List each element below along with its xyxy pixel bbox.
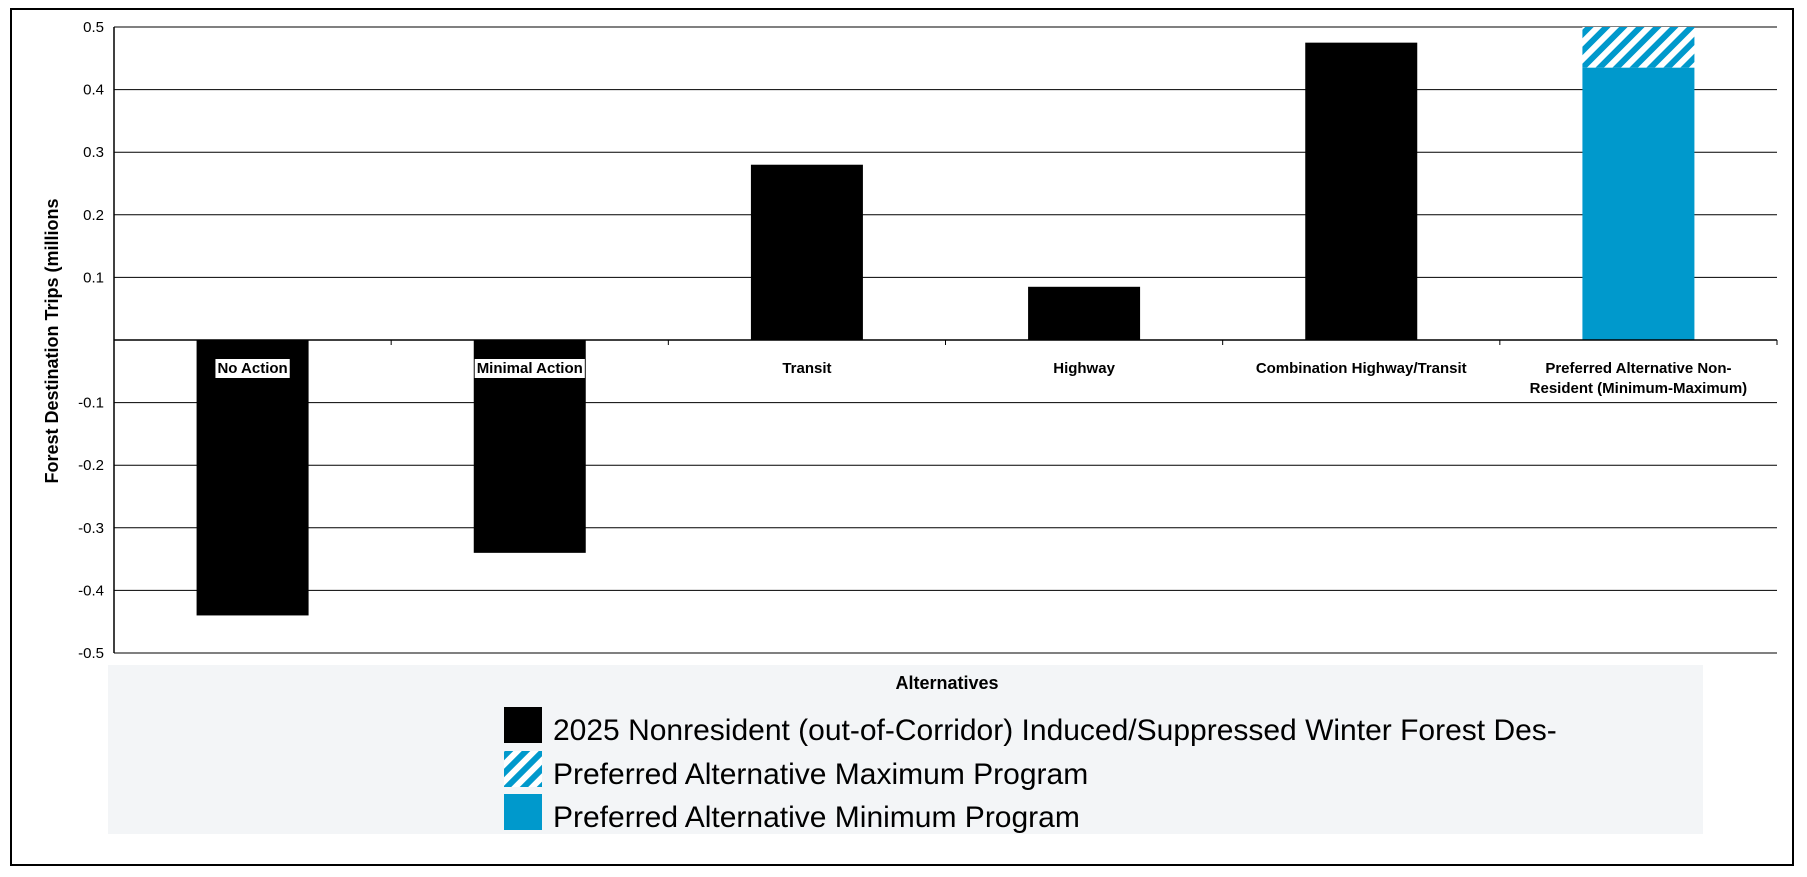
category-label-background xyxy=(1253,359,1469,378)
axes xyxy=(113,27,1778,653)
bar-minimum xyxy=(1582,67,1695,340)
y-tick-label: 0.1 xyxy=(83,269,104,286)
y-tick-label: -0.1 xyxy=(78,395,104,412)
y-tick-label: 0.4 xyxy=(83,82,104,99)
category-label-background xyxy=(215,359,290,378)
legend: 2025 Nonresident (out-of-Corridor) Induc… xyxy=(504,707,1557,834)
gridlines xyxy=(114,26,1777,654)
x-axis-title-band xyxy=(108,665,1703,695)
category-label: Highway xyxy=(1053,360,1115,377)
category-label-background xyxy=(1543,359,1734,378)
y-tick-label: -0.4 xyxy=(78,582,104,599)
category-label-background xyxy=(1051,359,1118,378)
legend-label: 2025 Nonresident (out-of-Corridor) Induc… xyxy=(553,714,1557,747)
category-label: Combination Highway/Transit xyxy=(1256,360,1467,377)
y-tick-label: -0.3 xyxy=(78,520,104,537)
y-tick-label: 0.2 xyxy=(83,207,104,224)
y-axis-title: Forest Destination Trips (millions xyxy=(42,198,62,483)
category-label-background xyxy=(780,359,834,378)
legend-background xyxy=(108,690,1703,834)
bar xyxy=(1028,286,1141,340)
category-label-background xyxy=(474,359,585,378)
category-label: Minimal Action xyxy=(477,360,583,377)
category-label: Preferred Alternative Non- xyxy=(1545,360,1731,377)
y-tick-label: -0.5 xyxy=(78,645,104,662)
bar-maximum-hatched xyxy=(1582,27,1695,68)
bar xyxy=(1305,42,1418,341)
x-axis-title: Alternatives xyxy=(895,673,998,693)
category-label: Transit xyxy=(782,360,831,377)
bar xyxy=(196,340,309,616)
legend-swatch-solid-black xyxy=(504,707,542,743)
y-tick-label: -0.2 xyxy=(78,457,104,474)
legend-label: Preferred Alternative Maximum Program xyxy=(553,758,1088,791)
labels: 0.5 0.4 0.3 0.2 0.1 -0.1 -0.2 -0.3 -0.4 -0.5 No Ac… xyxy=(42,19,1750,693)
y-tick-label: 0.5 xyxy=(83,19,104,36)
legend-swatch-blue xyxy=(504,794,542,830)
bar xyxy=(750,164,863,340)
legend-swatch-hatched xyxy=(504,751,542,787)
legend-label: Preferred Alternative Minimum Program xyxy=(553,801,1080,834)
category-label-background xyxy=(1527,379,1750,398)
category-label: No Action xyxy=(217,360,287,377)
y-tick-label: 0.3 xyxy=(83,144,104,161)
category-label: Resident (Minimum-Maximum) xyxy=(1530,380,1748,397)
bars xyxy=(196,27,1695,616)
